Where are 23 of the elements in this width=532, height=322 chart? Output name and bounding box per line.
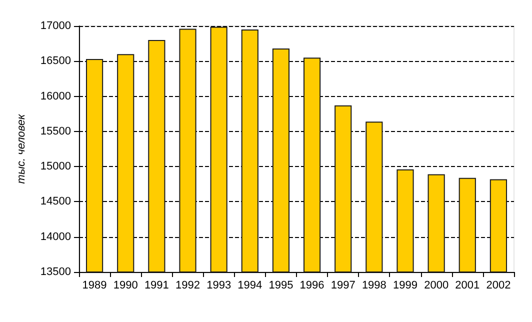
y-axis-title: тыс. человек — [16, 113, 28, 184]
x-tick-label: 1999 — [393, 280, 418, 292]
y-tick-label: 15500 — [40, 125, 71, 138]
x-tick-label: 1997 — [330, 280, 356, 292]
x-tick-label: 1990 — [113, 280, 138, 292]
x-tick-label: 1996 — [300, 280, 324, 292]
y-tick-label: 17000 — [40, 20, 71, 32]
y-tick-label: 16500 — [40, 55, 71, 68]
x-tick-label: 1994 — [238, 280, 262, 292]
x-tick-label: 2000 — [424, 280, 449, 292]
x-tick-label: 2001 — [455, 280, 480, 292]
x-tick-label: 1995 — [268, 280, 294, 292]
x-tick-label: 1993 — [206, 280, 232, 292]
y-tick-label: 15000 — [40, 160, 71, 173]
y-tick-label: 14500 — [40, 196, 71, 208]
y-tick-label: 14000 — [40, 230, 71, 243]
x-tick-label: 1989 — [82, 280, 107, 292]
x-tick-label: 1992 — [176, 280, 200, 292]
x-tick-label: 1991 — [144, 280, 169, 292]
x-tick-label: 2002 — [486, 280, 511, 292]
y-tick-label: 16000 — [40, 90, 71, 102]
x-tick-label: 1998 — [362, 280, 386, 292]
y-tick-label: 13500 — [40, 266, 71, 278]
